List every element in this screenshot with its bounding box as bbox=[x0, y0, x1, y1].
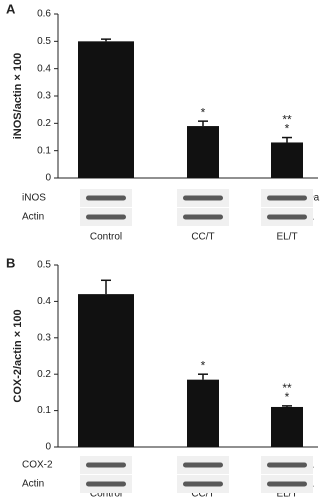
blot-band bbox=[86, 214, 126, 220]
bar bbox=[78, 41, 134, 179]
blot-band bbox=[267, 462, 307, 468]
blot-label: Actin bbox=[22, 479, 44, 490]
blot-band bbox=[86, 462, 126, 468]
blot-band bbox=[86, 481, 126, 487]
significance-mark: ** bbox=[282, 113, 292, 127]
significance-mark: * bbox=[285, 122, 290, 136]
y-tick-label: 0.4 bbox=[37, 296, 51, 307]
y-axis-label: COX-2/actin × 100 bbox=[12, 309, 24, 402]
y-tick-label: 0.3 bbox=[37, 332, 51, 343]
x-tick-label: CC/T bbox=[191, 232, 214, 243]
blot-band bbox=[267, 195, 307, 201]
bar bbox=[187, 126, 219, 178]
blot-band bbox=[183, 214, 223, 220]
x-tick-label: CC/T bbox=[191, 489, 214, 500]
blot-band bbox=[183, 462, 223, 468]
y-tick-label: 0.4 bbox=[37, 63, 51, 74]
y-tick-label: 0.2 bbox=[37, 369, 51, 380]
bar bbox=[78, 294, 134, 447]
blot-band bbox=[86, 195, 126, 201]
y-tick-label: 0 bbox=[45, 442, 51, 453]
x-tick-label: EL/T bbox=[276, 232, 297, 243]
x-tick-label: Control bbox=[90, 232, 122, 243]
y-tick-label: 0.5 bbox=[37, 36, 51, 47]
significance-mark: ** bbox=[282, 381, 292, 395]
blot-band bbox=[267, 214, 307, 220]
blot-band bbox=[183, 195, 223, 201]
y-tick-label: 0.1 bbox=[37, 405, 51, 416]
significance-mark: * bbox=[201, 358, 206, 372]
panel-label: A bbox=[6, 1, 16, 16]
x-tick-label: EL/T bbox=[276, 489, 297, 500]
blot-label: iNOS bbox=[22, 193, 46, 204]
x-tick-label: Control bbox=[90, 489, 122, 500]
panel-label: B bbox=[6, 255, 15, 270]
bar bbox=[187, 379, 219, 447]
y-axis-label: iNOS/actin × 100 bbox=[12, 53, 24, 140]
significance-mark: * bbox=[285, 390, 290, 404]
blot-label: Actin bbox=[22, 212, 44, 223]
blot-label: COX-2 bbox=[22, 460, 53, 471]
y-tick-label: 0.1 bbox=[37, 145, 51, 156]
y-tick-label: 0.5 bbox=[37, 260, 51, 271]
y-tick-label: 0 bbox=[45, 173, 51, 184]
blot-band bbox=[183, 481, 223, 487]
significance-mark: * bbox=[201, 105, 206, 119]
y-tick-label: 0.2 bbox=[37, 118, 51, 129]
bar bbox=[271, 142, 303, 178]
y-tick-label: 0.6 bbox=[37, 9, 51, 20]
y-tick-label: 0.3 bbox=[37, 91, 51, 102]
bar bbox=[271, 406, 303, 447]
blot-band bbox=[267, 481, 307, 487]
